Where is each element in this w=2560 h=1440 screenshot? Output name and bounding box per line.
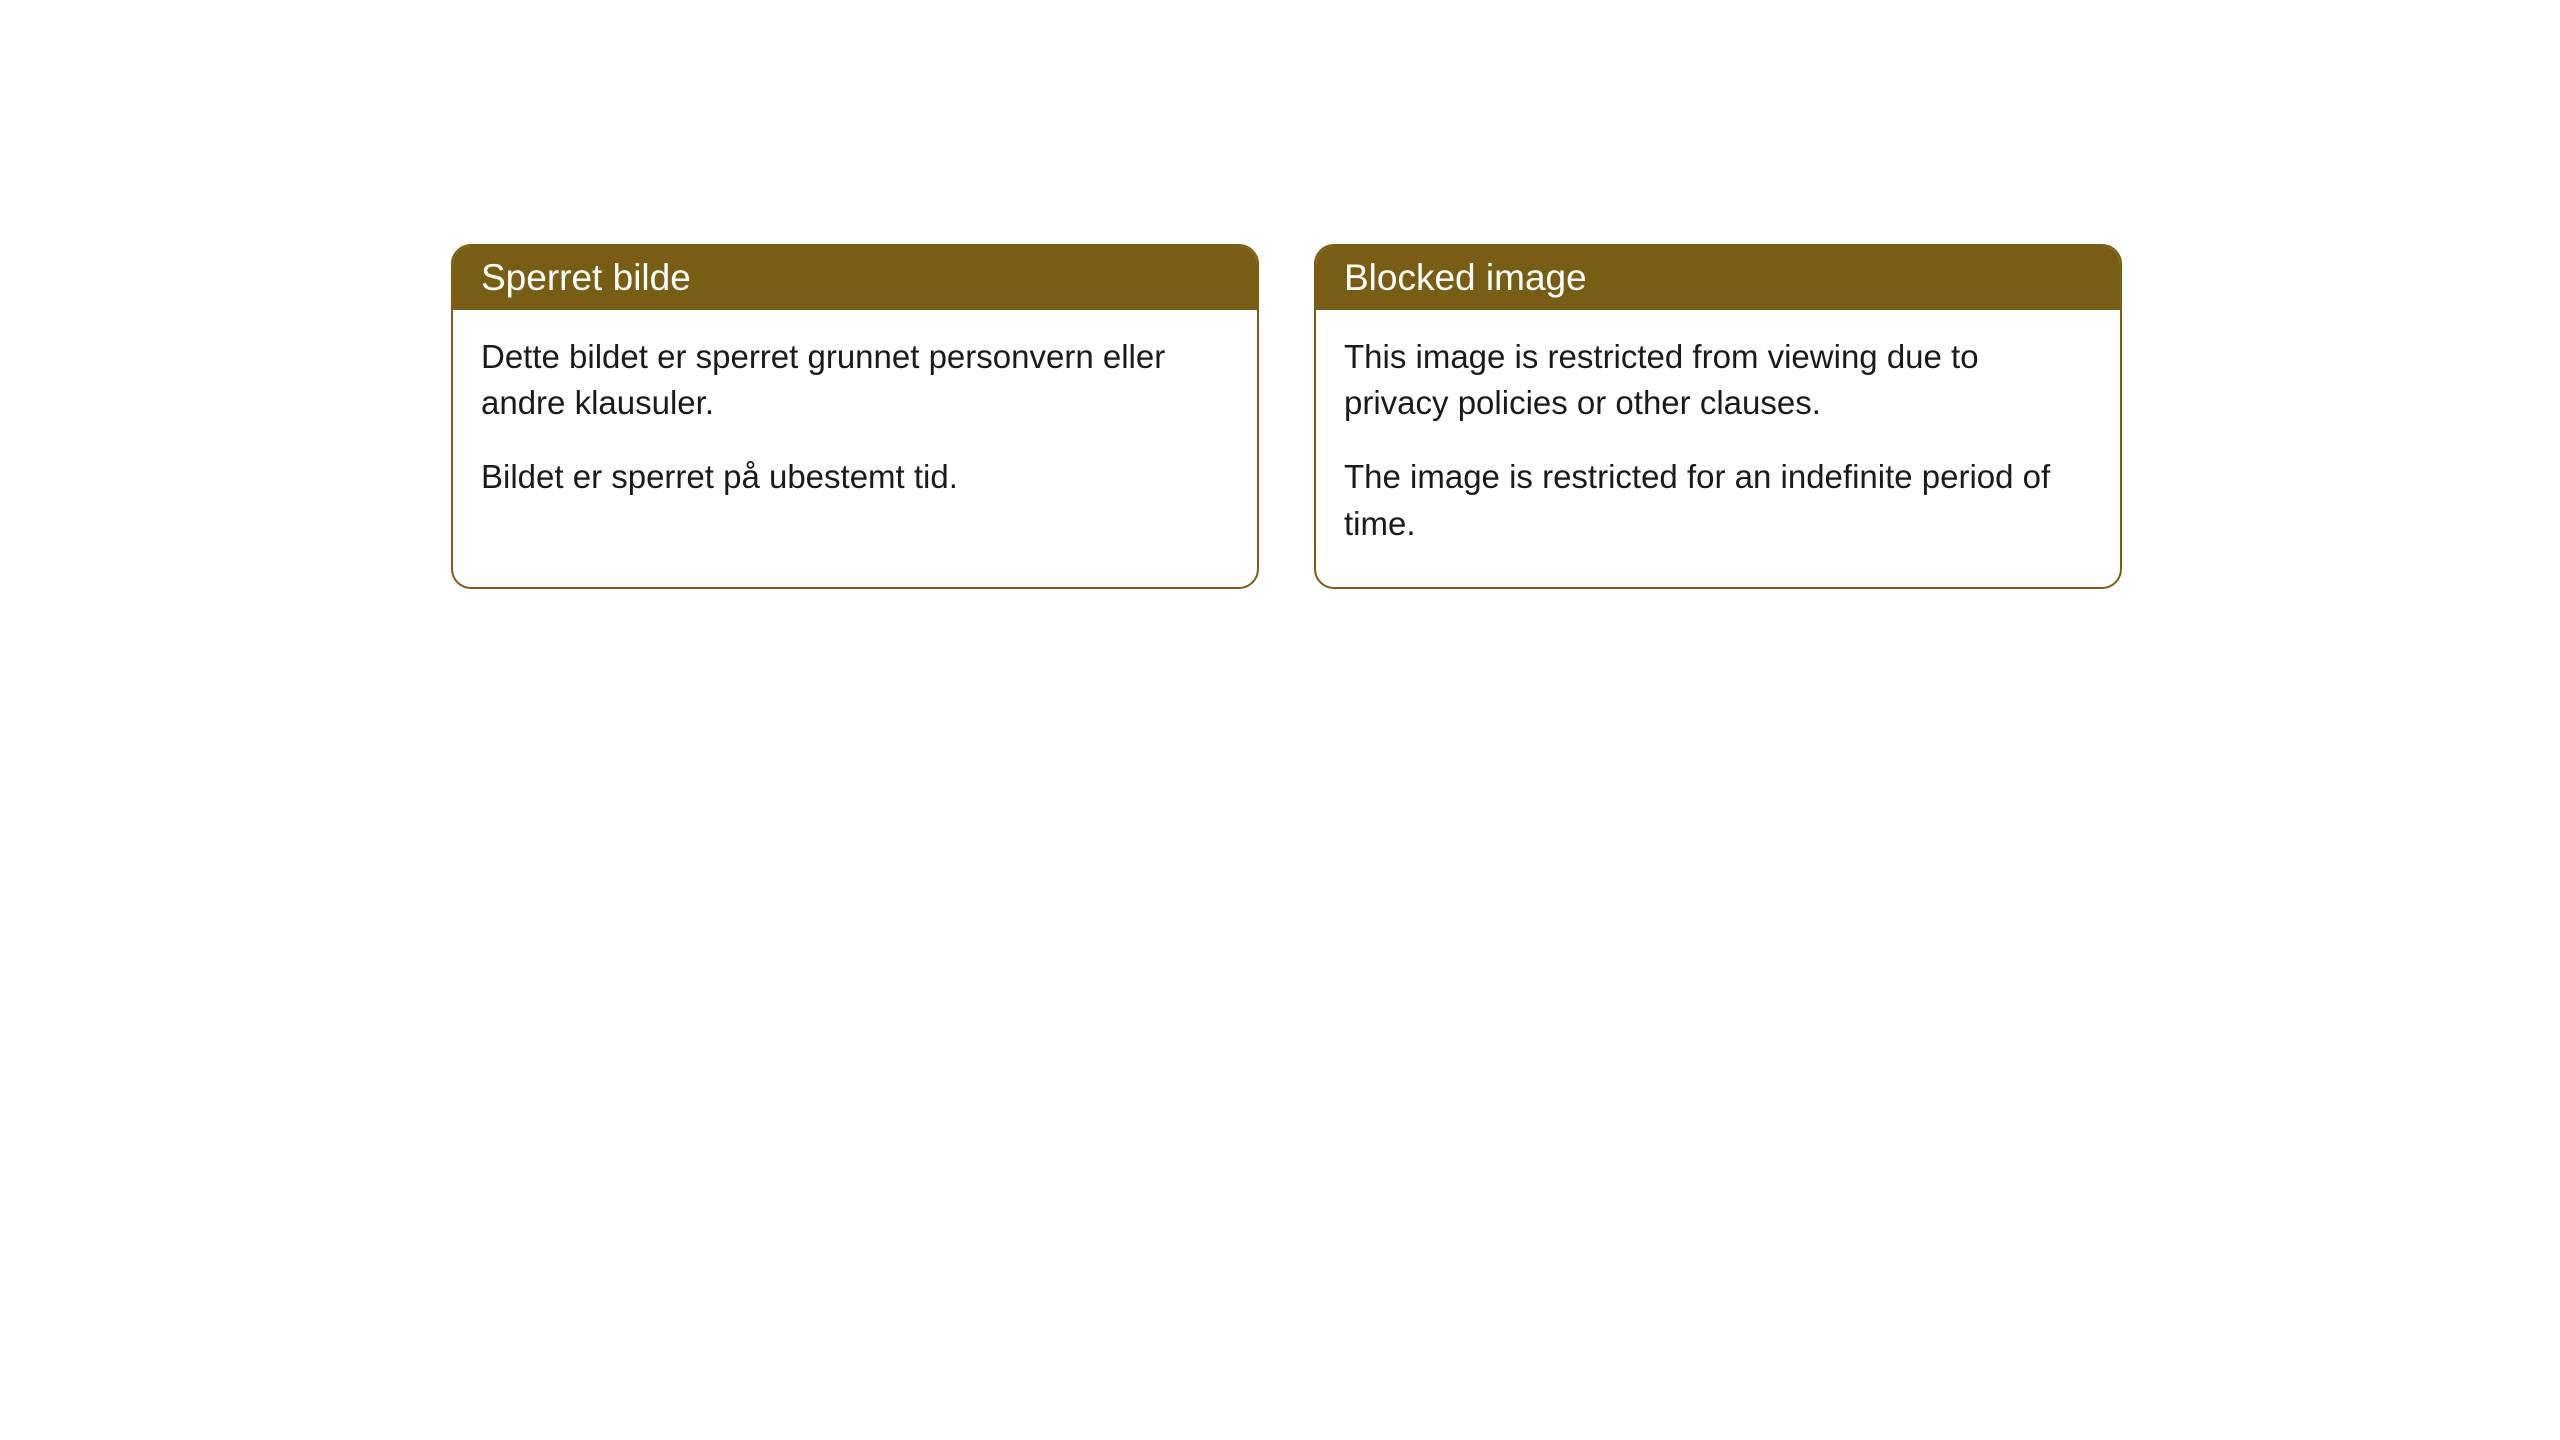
notice-card-english: Blocked image This image is restricted f… <box>1314 244 2122 589</box>
card-body: Dette bildet er sperret grunnet personve… <box>453 310 1257 541</box>
card-paragraph: Bildet er sperret på ubestemt tid. <box>481 454 1229 500</box>
card-title: Sperret bilde <box>481 257 691 298</box>
card-title: Blocked image <box>1344 257 1587 298</box>
notice-card-norwegian: Sperret bilde Dette bildet er sperret gr… <box>451 244 1259 589</box>
card-body: This image is restricted from viewing du… <box>1316 310 2120 587</box>
notice-cards-container: Sperret bilde Dette bildet er sperret gr… <box>451 244 2122 589</box>
card-paragraph: Dette bildet er sperret grunnet personve… <box>481 334 1229 426</box>
card-header: Sperret bilde <box>453 246 1257 310</box>
card-header: Blocked image <box>1316 246 2120 310</box>
card-paragraph: The image is restricted for an indefinit… <box>1344 454 2092 546</box>
card-paragraph: This image is restricted from viewing du… <box>1344 334 2092 426</box>
